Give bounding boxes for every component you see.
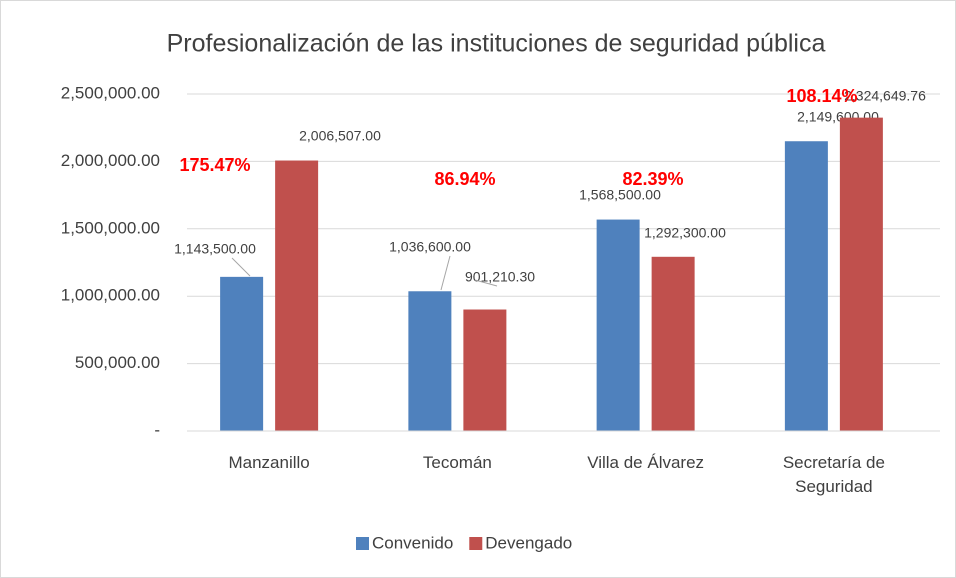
legend-label: Convenido — [372, 533, 453, 552]
legend-swatch — [356, 537, 369, 550]
leader-line — [474, 279, 498, 287]
data-label: 1,143,500.00 — [174, 241, 256, 257]
y-tick-label: 1,500,000.00 — [61, 218, 160, 237]
bar — [463, 309, 507, 431]
data-label: 2,324,649.76 — [844, 88, 926, 104]
bar — [220, 276, 264, 431]
legend-label: Devengado — [485, 533, 572, 552]
y-tick-label: 1,000,000.00 — [61, 286, 160, 305]
y-tick-label: 2,500,000.00 — [61, 83, 160, 102]
leader-line — [231, 257, 251, 277]
bar — [275, 160, 319, 431]
bar — [408, 291, 452, 431]
leader-line — [440, 255, 451, 291]
annotation: 86.94% — [434, 169, 495, 189]
y-tick-label: 500,000.00 — [75, 353, 160, 372]
data-label: 901,210.30 — [465, 269, 535, 285]
bar — [596, 219, 640, 431]
annotation: 175.47% — [179, 155, 250, 175]
bar — [839, 117, 883, 432]
x-tick-label: Secretaría de Seguridad — [782, 453, 885, 496]
x-tick-label: Villa de Álvarez — [587, 453, 705, 472]
data-label: 1,292,300.00 — [644, 225, 726, 241]
chart-title: Profesionalización de las instituciones … — [167, 30, 826, 58]
legend-swatch — [469, 537, 483, 550]
x-tick-label: Manzanillo — [228, 453, 310, 472]
x-tick-label: Tecomán — [422, 453, 492, 472]
y-tick-label: - — [154, 420, 160, 439]
y-tick-label: 2,000,000.00 — [61, 151, 160, 170]
annotation: 82.39% — [622, 169, 683, 189]
data-label: 1,568,500.00 — [579, 187, 661, 203]
annotation: 108.14% — [786, 86, 857, 106]
bar — [784, 141, 828, 431]
data-label: 1,036,600.00 — [389, 239, 471, 255]
data-label: 2,006,507.00 — [299, 128, 381, 144]
bar — [651, 256, 695, 431]
